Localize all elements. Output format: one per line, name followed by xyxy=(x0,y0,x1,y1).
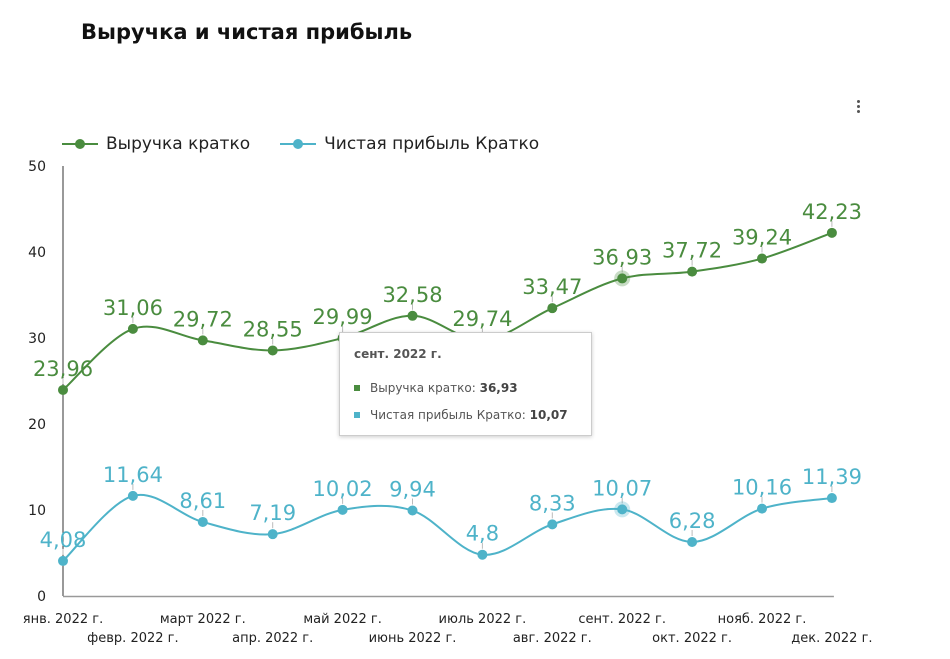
y-tick-label: 10 xyxy=(28,503,46,519)
data-point xyxy=(58,555,68,566)
tooltip-label: Выручка кратко: xyxy=(370,381,480,395)
data-label: 37,72 xyxy=(662,239,722,263)
data-point xyxy=(826,493,837,504)
data-label: 33,47 xyxy=(522,275,582,299)
x-tick-label: июль 2022 г. xyxy=(439,612,527,627)
tooltip: сент. 2022 г. Выручка кратко: 36,93 Чист… xyxy=(339,332,592,436)
legend-line-marker-icon xyxy=(280,139,317,149)
chart-title: Выручка и чистая прибыль xyxy=(81,20,413,44)
data-point xyxy=(617,504,628,515)
data-label: 7,19 xyxy=(249,501,296,525)
data-label: 42,23 xyxy=(802,200,862,224)
y-tick-label: 0 xyxy=(37,589,46,605)
data-label: 4,8 xyxy=(466,522,499,546)
data-label: 8,61 xyxy=(179,489,226,513)
square-icon xyxy=(354,412,360,418)
y-tick-label: 50 xyxy=(28,159,46,175)
data-label: 9,94 xyxy=(389,478,436,502)
tooltip-row-net-profit: Чистая прибыль Кратко: 10,07 xyxy=(354,408,568,422)
data-label: 32,58 xyxy=(382,283,442,307)
data-point xyxy=(757,253,767,264)
tooltip-label: Чистая прибыль Кратко: xyxy=(370,408,530,422)
data-point xyxy=(687,266,698,277)
data-label: 11,39 xyxy=(802,465,862,489)
data-label: 10,07 xyxy=(592,476,652,500)
data-point xyxy=(58,384,68,395)
data-label: 4,08 xyxy=(40,528,87,552)
legend-label: Выручка кратко xyxy=(106,134,251,154)
x-tick-label: май 2022 г. xyxy=(303,612,382,627)
x-tick-label: апр. 2022 г. xyxy=(232,631,313,646)
x-tick-label: окт. 2022 г. xyxy=(652,631,732,646)
data-point xyxy=(407,310,418,321)
data-label: 31,06 xyxy=(103,296,163,320)
data-point xyxy=(547,519,558,530)
data-point xyxy=(337,504,348,515)
data-point xyxy=(547,303,558,314)
data-point xyxy=(407,505,418,516)
x-tick-label: март 2022 г. xyxy=(160,612,246,627)
data-label: 11,64 xyxy=(103,463,163,487)
data-point xyxy=(267,529,278,540)
data-point xyxy=(757,503,767,514)
legend-label: Чистая прибыль Кратко xyxy=(324,134,540,154)
tooltip-value: 10,07 xyxy=(529,408,568,422)
tooltip-value: 36,93 xyxy=(479,381,518,395)
legend-item-revenue[interactable]: Выручка кратко xyxy=(62,134,250,154)
data-label: 39,24 xyxy=(732,226,792,250)
data-point xyxy=(617,273,628,284)
x-tick-label: нояб. 2022 г. xyxy=(718,612,807,627)
series-line-1 xyxy=(62,493,833,562)
data-label: 29,74 xyxy=(452,307,512,331)
data-point xyxy=(687,536,698,547)
data-label: 10,16 xyxy=(732,476,792,500)
legend-item-net-profit[interactable]: Чистая прибыль Кратко xyxy=(280,134,539,154)
data-point xyxy=(197,516,208,527)
data-label: 8,33 xyxy=(529,491,576,515)
x-tick-label: сент. 2022 г. xyxy=(578,612,666,627)
more-vert-icon[interactable] xyxy=(850,96,866,116)
x-tick-label: февр. 2022 г. xyxy=(87,631,178,646)
x-tick-label: авг. 2022 г. xyxy=(513,631,592,646)
data-label: 10,02 xyxy=(313,477,373,501)
square-icon xyxy=(354,385,360,391)
tooltip-row-revenue: Выручка кратко: 36,93 xyxy=(354,381,518,395)
y-tick-label: 40 xyxy=(28,245,46,261)
data-label: 36,93 xyxy=(592,245,652,269)
tooltip-title: сент. 2022 г. xyxy=(354,347,442,361)
legend: Выручка кратко Чистая прибыль Кратко xyxy=(62,134,539,154)
x-tick-label: дек. 2022 г. xyxy=(791,631,872,646)
data-label: 29,99 xyxy=(313,305,373,329)
data-point xyxy=(826,227,837,238)
data-label: 28,55 xyxy=(243,317,303,341)
data-point xyxy=(267,345,278,356)
x-tick-label: июнь 2022 г. xyxy=(369,631,457,646)
data-point xyxy=(477,549,488,560)
y-tick-label: 20 xyxy=(28,417,46,433)
data-label: 29,72 xyxy=(173,307,233,331)
data-label: 6,28 xyxy=(669,509,716,533)
y-tick-label: 30 xyxy=(28,331,46,347)
data-point xyxy=(197,335,208,346)
x-tick-label: янв. 2022 г. xyxy=(23,612,103,627)
data-label: 23,96 xyxy=(33,357,93,381)
legend-line-marker-icon xyxy=(62,139,98,149)
data-point xyxy=(127,323,138,334)
data-point xyxy=(127,490,138,501)
